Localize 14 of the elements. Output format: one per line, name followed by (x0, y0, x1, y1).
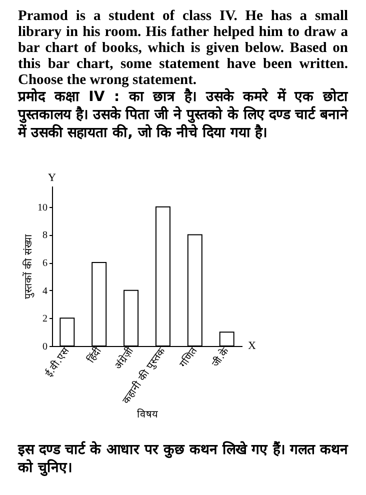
y-axis-title: पुस्तकों की संख्या (22, 234, 34, 300)
x-tick-label: हिंदी (85, 345, 104, 366)
chart-subtitle: प्रमोद कक्षा IV : का छात्र है। उसके कमरे में एक छोटा पुस्तकालय है। उसके पिता जी ने पुस्तको के लिए दण्ड चार्ट बनाने में उसकी सहायता की, जो कि नीचे दिया गया है। (18, 88, 348, 142)
chart-title: Pramod is a student of class IV. He has a small library in his room. His father helped him to draw a bar chart of books, which is given below. Based on this bar chart, some statement have been written. Choose the wrong statement. (18, 8, 348, 88)
text: इस दण्ड चार्ट के आधार पर कुछ कथन लिखे गए हैं। गलत कथन को चुनिए। (18, 441, 348, 477)
text: Y (48, 172, 56, 184)
y-tick-label: 2 (42, 314, 48, 325)
y-tick-label: 10 (38, 202, 48, 214)
y-tick-label: 8 (42, 230, 48, 242)
y-tick-label: 6 (42, 258, 48, 270)
y-tick-label: 0 (42, 342, 48, 352)
y-tick-label: 4 (42, 286, 48, 297)
text: X (248, 340, 256, 352)
x-axis-title: विषय (137, 408, 158, 421)
